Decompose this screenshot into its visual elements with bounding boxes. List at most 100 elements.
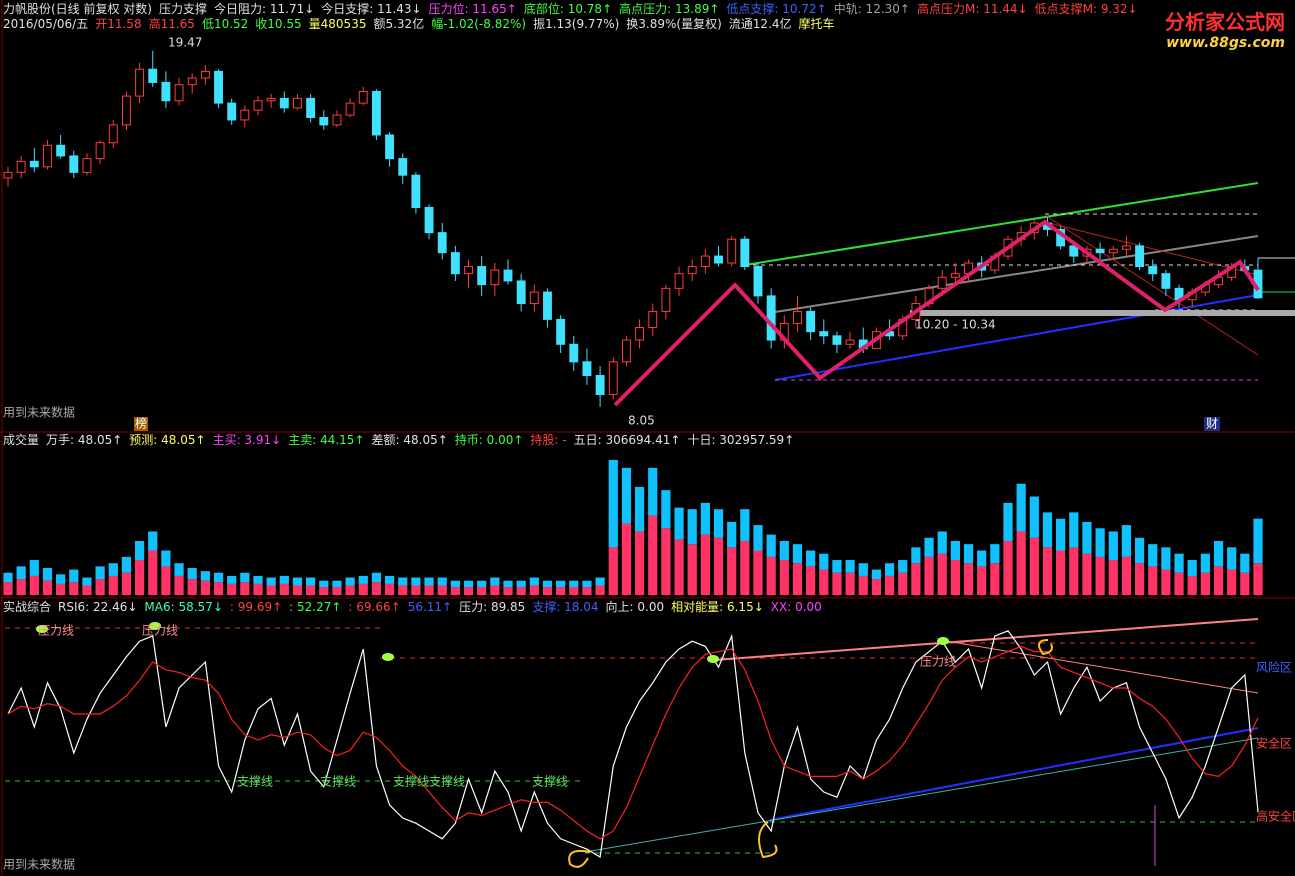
header-item: 高点压力M: 11.44↓ [916, 2, 1028, 16]
candle-body [819, 331, 829, 337]
candle-body [174, 84, 184, 102]
badge [1204, 417, 1220, 431]
volume-bar [871, 569, 882, 580]
volume-bar [1016, 483, 1026, 532]
candle-body [503, 269, 513, 282]
volume-bar [477, 587, 487, 595]
volume-bar [740, 540, 750, 595]
zone-label: 风险区 [1256, 660, 1292, 675]
volume-bar [648, 515, 658, 595]
volume-bar [1134, 563, 1145, 595]
volume-bar [3, 572, 13, 583]
volume-bar [924, 556, 934, 595]
volume-bar [516, 580, 526, 588]
volume-bar [582, 580, 592, 588]
volume-bar [56, 574, 66, 584]
candle-body [227, 102, 237, 121]
volume-bar [306, 585, 316, 595]
volume-bar [121, 572, 132, 595]
candle-body [187, 77, 197, 86]
header-item: 高11.65 [148, 17, 195, 31]
volume-bar [687, 509, 697, 545]
volume-bar [950, 560, 960, 595]
header-item: 支撑: 18.04 [532, 600, 599, 614]
candle-body [29, 160, 39, 168]
volume-bar [1187, 560, 1197, 576]
candle-body [793, 310, 802, 324]
volume-bar [753, 525, 763, 551]
candle-body [516, 280, 526, 305]
volume-bar [621, 467, 632, 524]
header-item: 主卖: 44.15↑ [288, 433, 365, 447]
candle-body [358, 90, 368, 104]
candle-body [200, 70, 210, 79]
header-item: XX: 0.00 [770, 600, 822, 614]
volume-bar [95, 566, 105, 580]
volume-bar [69, 569, 79, 583]
volume-bar [1134, 537, 1145, 564]
candle-body [424, 206, 434, 234]
volume-bar [1003, 502, 1013, 541]
candle-body [1069, 245, 1079, 257]
volume-bar [937, 531, 947, 554]
volume-bar [595, 577, 605, 586]
volume-bar [424, 577, 434, 586]
volume-bar [1003, 540, 1013, 595]
range-label: 10.20 - 10.34 [915, 318, 996, 332]
volume-bar [371, 582, 382, 595]
candle-body [806, 310, 816, 333]
header-item: 相对能量: 6.15↓ [671, 600, 764, 614]
volume-bar [1253, 563, 1263, 595]
volume-bar [227, 583, 237, 595]
channel-line [774, 294, 1259, 381]
indicator-line [7, 645, 1259, 840]
header-item: 万手: 48.05↑ [46, 433, 123, 447]
marker [758, 821, 778, 859]
header-item: 五日: 306694.41↑ [573, 433, 681, 447]
candle-body [635, 327, 645, 341]
volume-bar [398, 577, 408, 586]
header-item: 开11.58 [95, 17, 142, 31]
header-item: 成交量 [3, 433, 40, 447]
high-label: 19.47 [168, 36, 202, 50]
volume-bar [306, 577, 316, 586]
volume-bar [450, 580, 460, 588]
volume-bar [542, 580, 553, 588]
volume-bar [1108, 531, 1118, 561]
volume-bar [806, 550, 816, 567]
volume-bar [332, 587, 342, 595]
volume-bar [608, 459, 618, 548]
candle-body [345, 102, 355, 116]
volume-bar [1056, 550, 1066, 595]
volume-bar [700, 534, 710, 595]
volume-bar [819, 553, 829, 570]
volume-bar [990, 544, 1000, 564]
header-item: MA6: 58.57↓ [144, 600, 223, 614]
volume-bar [279, 575, 289, 584]
header-item: 2016/05/06/五 [3, 17, 89, 31]
volume-bar [713, 509, 724, 538]
volume-bar [200, 580, 210, 595]
candle-body [1121, 245, 1131, 250]
volume-bar [858, 575, 868, 595]
marker [382, 653, 394, 661]
volume-bar [1121, 525, 1132, 557]
candle-body [56, 144, 66, 157]
volume-bar [1082, 521, 1092, 554]
volume-bar [174, 575, 184, 595]
volume-bar [253, 575, 263, 584]
volume-bar [661, 528, 671, 595]
volume-bar [292, 585, 303, 595]
volume-bar [529, 585, 539, 595]
logo: 分析家公式网 www.88gs.com [1165, 6, 1285, 51]
volume-bar [437, 585, 447, 595]
volume-bar [858, 563, 868, 576]
volume-bar [121, 556, 132, 573]
volume-bar [1161, 547, 1171, 570]
candle-body [608, 361, 618, 395]
volume-bar [911, 547, 921, 564]
volume-bar [1240, 572, 1250, 595]
indicator-line [7, 630, 1259, 858]
candle-body [464, 266, 473, 275]
volume-bar [1227, 547, 1237, 570]
